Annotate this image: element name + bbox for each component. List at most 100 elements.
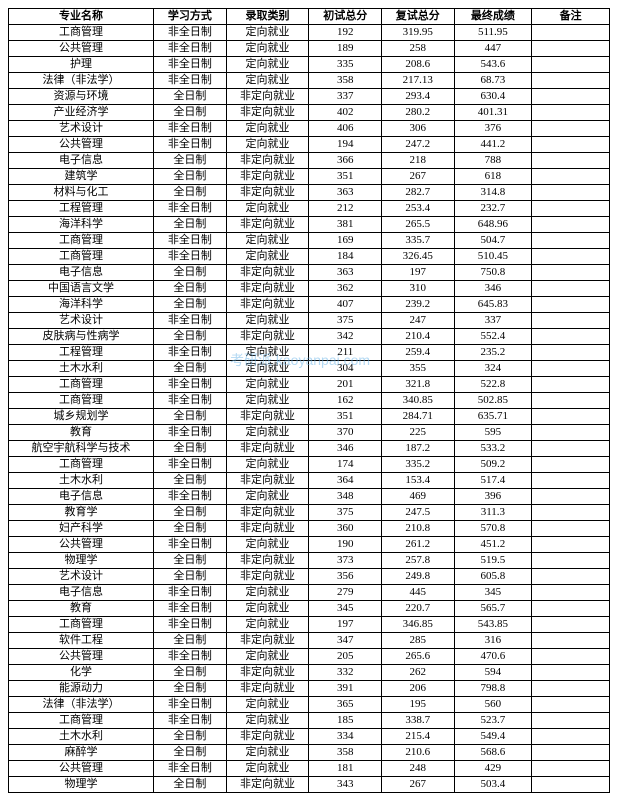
table-header-row: 专业名称 学习方式 录取类别 初试总分 复试总分 最终成绩 备注 [9,9,610,25]
table-cell: 366 [309,153,382,169]
table-cell [532,761,610,777]
table-cell: 非定向就业 [226,665,309,681]
table-cell: 239.2 [382,297,455,313]
table-cell: 217.13 [382,73,455,89]
table-cell [532,313,610,329]
col-remark: 备注 [532,9,610,25]
table-cell: 594 [454,665,532,681]
table-cell: 非全日制 [154,617,227,633]
table-cell: 公共管理 [9,649,154,665]
table-cell: 376 [454,121,532,137]
table-cell: 407 [309,297,382,313]
table-cell: 工商管理 [9,233,154,249]
table-cell: 公共管理 [9,537,154,553]
table-cell: 土木水利 [9,473,154,489]
table-cell: 非全日制 [154,537,227,553]
table-cell: 247.5 [382,505,455,521]
table-cell: 259.4 [382,345,455,361]
table-cell: 311.3 [454,505,532,521]
table-cell: 非全日制 [154,25,227,41]
table-cell: 401.31 [454,105,532,121]
table-cell: 346 [454,281,532,297]
table-cell: 396 [454,489,532,505]
table-cell: 206 [382,681,455,697]
table-cell: 375 [309,505,382,521]
table-cell [532,777,610,793]
table-cell: 定向就业 [226,313,309,329]
table-cell [532,537,610,553]
table-cell: 定向就业 [226,393,309,409]
table-cell [532,617,610,633]
table-row: 物理学全日制非定向就业343267503.4 [9,777,610,793]
table-cell: 工商管理 [9,393,154,409]
table-cell: 非定向就业 [226,185,309,201]
table-cell: 全日制 [154,569,227,585]
table-cell: 565.7 [454,601,532,617]
table-row: 工程管理非全日制定向就业212253.4232.7 [9,201,610,217]
table-cell: 210.6 [382,745,455,761]
table-cell: 310 [382,281,455,297]
table-cell: 451.2 [454,537,532,553]
table-cell: 502.85 [454,393,532,409]
table-cell: 物理学 [9,553,154,569]
table-cell: 523.7 [454,713,532,729]
table-row: 教育非全日制定向就业345220.7565.7 [9,601,610,617]
table-cell: 全日制 [154,505,227,521]
table-cell: 261.2 [382,537,455,553]
table-cell: 定向就业 [226,457,309,473]
table-cell: 445 [382,585,455,601]
table-cell: 全日制 [154,329,227,345]
admission-table: 专业名称 学习方式 录取类别 初试总分 复试总分 最终成绩 备注 工商管理非全日… [8,8,610,793]
table-row: 工商管理非全日制定向就业174335.2509.2 [9,457,610,473]
table-cell: 定向就业 [226,345,309,361]
table-cell: 517.4 [454,473,532,489]
table-cell: 定向就业 [226,601,309,617]
col-initial: 初试总分 [309,9,382,25]
table-cell: 非全日制 [154,393,227,409]
table-cell: 282.7 [382,185,455,201]
table-cell: 非定向就业 [226,281,309,297]
table-cell [532,137,610,153]
table-cell: 630.4 [454,89,532,105]
table-cell: 电子信息 [9,489,154,505]
table-row: 艺术设计全日制非定向就业356249.8605.8 [9,569,610,585]
table-cell: 316 [454,633,532,649]
table-row: 资源与环境全日制非定向就业337293.4630.4 [9,89,610,105]
table-cell: 非定向就业 [226,473,309,489]
table-cell: 358 [309,745,382,761]
table-cell: 非全日制 [154,649,227,665]
table-cell: 235.2 [454,345,532,361]
table-cell: 非全日制 [154,41,227,57]
table-cell: 公共管理 [9,761,154,777]
table-cell [532,745,610,761]
table-cell: 247.2 [382,137,455,153]
table-cell: 工商管理 [9,249,154,265]
table-row: 工商管理非全日制定向就业201321.8522.8 [9,377,610,393]
table-cell [532,265,610,281]
table-cell: 356 [309,569,382,585]
table-cell [532,201,610,217]
table-cell: 工程管理 [9,201,154,217]
table-cell: 定向就业 [226,713,309,729]
table-row: 麻醉学全日制定向就业358210.6568.6 [9,745,610,761]
table-cell: 174 [309,457,382,473]
table-cell [532,441,610,457]
table-cell: 552.4 [454,329,532,345]
table-cell: 全日制 [154,185,227,201]
table-cell: 全日制 [154,169,227,185]
table-cell: 定向就业 [226,761,309,777]
table-cell: 340.85 [382,393,455,409]
table-cell: 375 [309,313,382,329]
table-cell [532,281,610,297]
table-row: 教育非全日制定向就业370225595 [9,425,610,441]
table-row: 公共管理非全日制定向就业181248429 [9,761,610,777]
table-row: 工程管理非全日制定向就业211259.4235.2 [9,345,610,361]
table-cell: 321.8 [382,377,455,393]
table-row: 工商管理非全日制定向就业197346.85543.85 [9,617,610,633]
table-cell: 335 [309,57,382,73]
table-cell [532,409,610,425]
table-cell: 187.2 [382,441,455,457]
table-cell: 非定向就业 [226,441,309,457]
table-cell: 定向就业 [226,425,309,441]
table-cell [532,601,610,617]
